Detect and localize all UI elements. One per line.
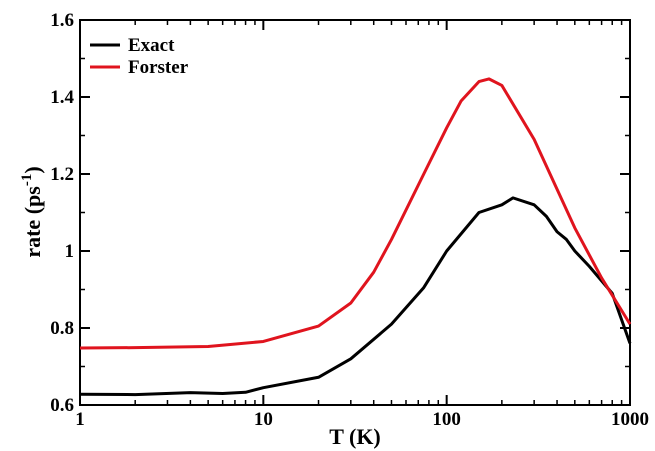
y-tick-label: 1 [65, 241, 75, 262]
series-line [79, 196, 632, 397]
x-tick-label: 100 [432, 409, 461, 430]
y-tick-label: 1.2 [50, 164, 74, 185]
y-tick-label: 0.8 [50, 318, 74, 339]
legend-label: Exact [128, 35, 175, 56]
x-tick-label: 1 [75, 409, 85, 430]
y-label-text: rate (ps [20, 186, 45, 258]
x-tick-label: 10 [254, 409, 273, 430]
y-axis-label: rate (ps-1) [19, 166, 45, 257]
x-tick-label: 1000 [611, 409, 649, 430]
y-label-sup: -1 [19, 174, 35, 187]
series-line [79, 77, 632, 350]
legend-label: Forster [128, 57, 189, 78]
x-axis-label: T (K) [329, 424, 381, 449]
y-tick-label: 0.6 [50, 395, 74, 416]
y-tick-label: 1.6 [50, 10, 74, 31]
y-label-close: ) [20, 166, 45, 173]
y-tick-label: 1.4 [50, 87, 74, 108]
